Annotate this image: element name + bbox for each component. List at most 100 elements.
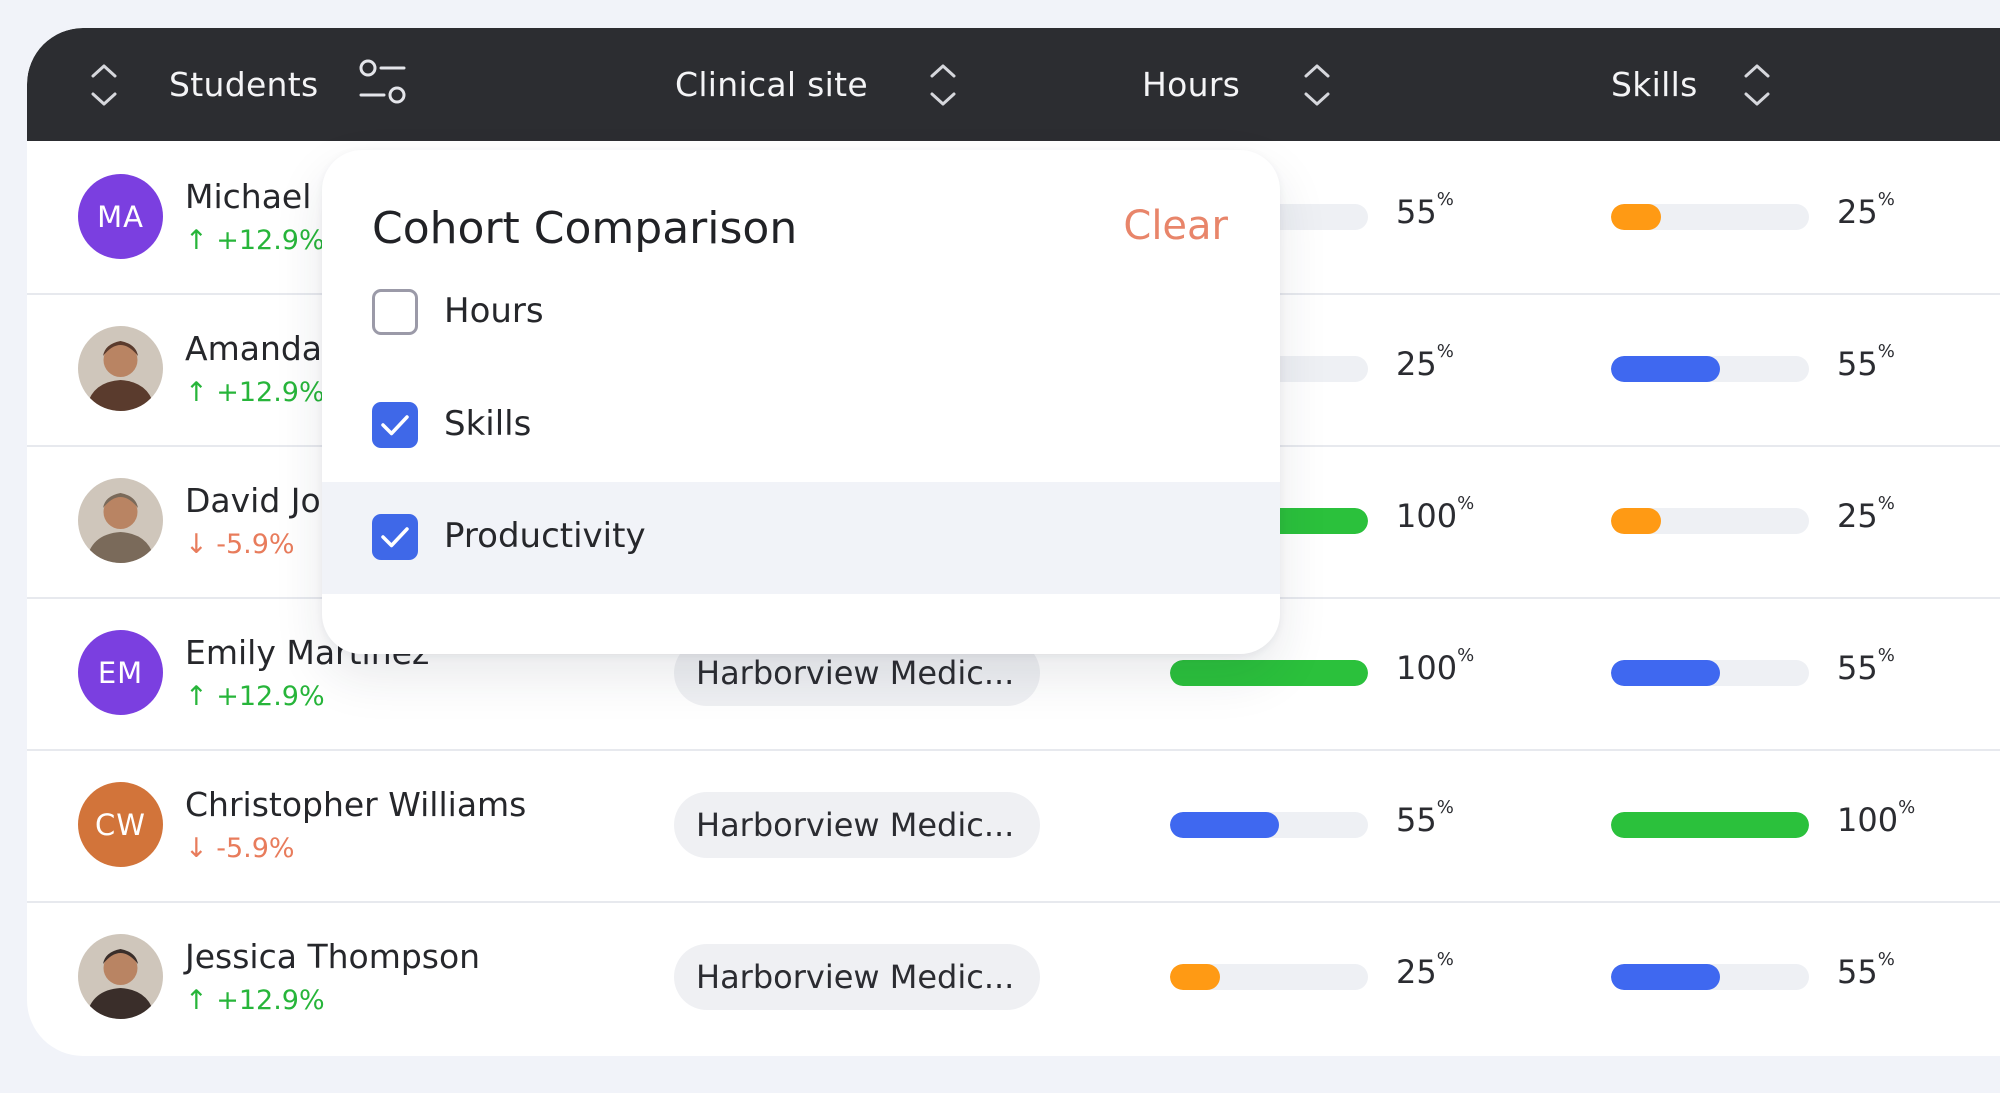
percent-sign: % [1457, 645, 1475, 666]
header-clinical-site[interactable]: Clinical site [675, 28, 868, 141]
skills-percent: 25% [1837, 189, 1895, 231]
avatar [78, 326, 163, 411]
student-name[interactable]: David Jo [185, 481, 321, 520]
skills-percent-value: 55 [1837, 649, 1878, 687]
hours-progress-bar [1170, 660, 1368, 686]
hours-percent-value: 100 [1396, 497, 1458, 535]
percent-sign: % [1877, 189, 1895, 210]
header-hours[interactable]: Hours [1142, 28, 1240, 141]
skills-checkbox[interactable] [372, 402, 418, 448]
avatar [78, 934, 163, 1019]
trend-value: +12.9% [216, 985, 325, 1016]
header-students[interactable]: Students [169, 28, 319, 141]
arrow-up-icon: ↑ [185, 985, 208, 1016]
skills-progress-bar [1611, 204, 1809, 230]
skills-progress-bar [1611, 812, 1809, 838]
percent-sign: % [1877, 645, 1895, 666]
arrow-down-icon: ↓ [185, 529, 208, 560]
percent-sign: % [1436, 949, 1454, 970]
hours-progress-fill [1170, 660, 1368, 686]
student-name[interactable]: Michael [185, 177, 312, 216]
hours-progress-bar [1170, 964, 1368, 990]
skills-progress-bar [1611, 964, 1809, 990]
check-icon [381, 415, 409, 436]
sort-hours-button[interactable] [1302, 28, 1332, 141]
hours-progress-bar [1170, 812, 1368, 838]
clinical-site-chip[interactable]: Harborview Medic... [674, 792, 1040, 858]
option-productivity[interactable]: Productivity [322, 482, 1280, 594]
percent-sign: % [1457, 493, 1475, 514]
option-hours[interactable]: Hours [322, 257, 1280, 369]
hours-checkbox[interactable] [372, 289, 418, 335]
skills-percent: 55% [1837, 341, 1895, 383]
hours-percent: 100% [1396, 645, 1474, 687]
percent-sign: % [1877, 493, 1895, 514]
sort-skills-button[interactable] [1742, 28, 1772, 141]
header-hours-label: Hours [1142, 65, 1241, 104]
student-name[interactable]: Amanda [185, 329, 323, 368]
sort-icon [1742, 61, 1772, 109]
filter-button[interactable] [358, 28, 410, 141]
header-clinical-site-label: Clinical site [675, 65, 868, 104]
option-label: Skills [444, 404, 532, 444]
trend: ↓ -5.9% [185, 833, 295, 864]
percent-sign: % [1877, 949, 1895, 970]
sort-icon [928, 61, 958, 109]
table-header: Students Clinical site Hours Skills [27, 28, 2000, 141]
skills-percent: 55% [1837, 949, 1895, 991]
student-name[interactable]: Jessica Thompson [185, 937, 481, 976]
trend: ↑ +12.9% [185, 225, 325, 256]
option-label: Productivity [444, 516, 646, 556]
trend-value: +12.9% [216, 377, 325, 408]
sort-clinical-site-button[interactable] [928, 28, 958, 141]
skills-percent-value: 25 [1837, 497, 1878, 535]
skills-progress-bar [1611, 508, 1809, 534]
skills-progress-fill [1611, 204, 1661, 230]
skills-percent-value: 55 [1837, 345, 1878, 383]
skills-progress-bar [1611, 356, 1809, 382]
skills-progress-fill [1611, 660, 1720, 686]
hours-percent-value: 25 [1396, 953, 1437, 991]
hours-percent: 55% [1396, 189, 1454, 231]
skills-percent-value: 100 [1837, 801, 1899, 839]
skills-percent: 100% [1837, 797, 1915, 839]
hours-progress-fill [1170, 964, 1220, 990]
skills-percent: 55% [1837, 645, 1895, 687]
avatar: EM [78, 630, 163, 715]
table-row[interactable]: CW Christopher Williams ↓ -5.9% Harborvi… [27, 749, 2000, 903]
trend-value: -5.9% [216, 529, 295, 560]
trend: ↑ +12.9% [185, 681, 325, 712]
arrow-up-icon: ↑ [185, 225, 208, 256]
skills-percent: 25% [1837, 493, 1895, 535]
productivity-checkbox[interactable] [372, 514, 418, 560]
arrow-down-icon: ↓ [185, 833, 208, 864]
header-skills[interactable]: Skills [1611, 28, 1698, 141]
student-name[interactable]: Christopher Williams [185, 785, 527, 824]
clear-button[interactable]: Clear [1123, 203, 1228, 249]
skills-progress-bar [1611, 660, 1809, 686]
clinical-site-chip[interactable]: Harborview Medic... [674, 944, 1040, 1010]
skills-progress-fill [1611, 508, 1661, 534]
check-icon [381, 527, 409, 548]
table-row[interactable]: Jessica Thompson ↑ +12.9% Harborview Med… [27, 901, 2000, 1053]
avatar: MA [78, 174, 163, 259]
trend-value: -5.9% [216, 833, 295, 864]
hours-percent: 55% [1396, 797, 1454, 839]
percent-sign: % [1877, 341, 1895, 362]
trend-value: +12.9% [216, 225, 325, 256]
sort-icon [1302, 61, 1332, 109]
percent-sign: % [1436, 797, 1454, 818]
hours-progress-fill [1170, 812, 1279, 838]
trend-value: +12.9% [216, 681, 325, 712]
skills-percent-value: 25 [1837, 193, 1878, 231]
avatar [78, 478, 163, 563]
option-skills[interactable]: Skills [322, 370, 1280, 482]
sort-icon [89, 61, 119, 109]
sort-students-button[interactable] [89, 28, 119, 141]
option-label: Hours [444, 291, 544, 331]
percent-sign: % [1898, 797, 1916, 818]
hours-percent-value: 55 [1396, 193, 1437, 231]
trend: ↑ +12.9% [185, 377, 325, 408]
hours-percent: 25% [1396, 341, 1454, 383]
popup-title: Cohort Comparison [372, 203, 798, 254]
